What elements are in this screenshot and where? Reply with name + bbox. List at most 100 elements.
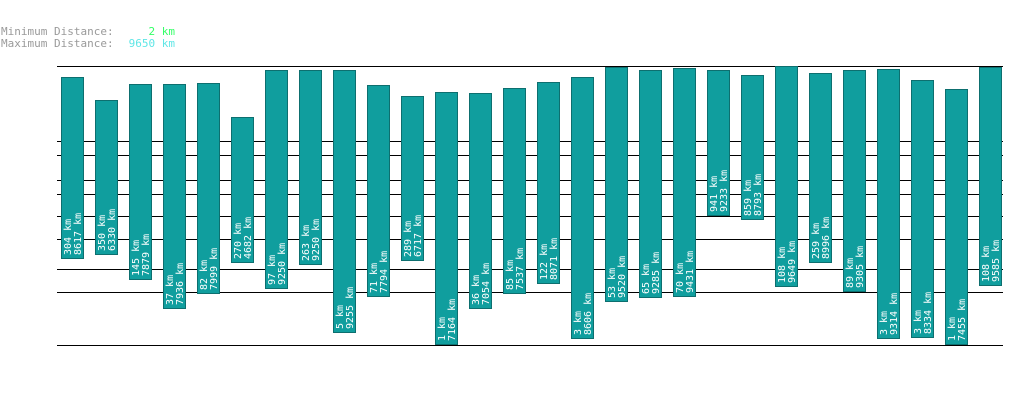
bar-min-label: 1 km — [437, 317, 448, 341]
bar-min-label: 85 km — [505, 260, 516, 290]
distance-bar — [163, 84, 186, 309]
distance-bar — [911, 80, 934, 338]
distance-stats: Minimum Distance: 2 km Maximum Distance:… — [1, 26, 175, 50]
bar-group: 82 km 7999 km — [197, 83, 220, 294]
bar-min-label: 70 km — [675, 263, 686, 293]
bar-max-label: 4682 km — [243, 217, 254, 259]
distance-bar — [809, 73, 832, 263]
bar-min-label: 941 km — [709, 176, 720, 212]
bar-min-label: 122 km — [539, 244, 550, 280]
bar-group: 108 km 9585 km — [979, 67, 1002, 286]
bar-min-label: 82 km — [199, 260, 210, 290]
bar-min-label: 270 km — [233, 223, 244, 259]
bar-group: 3 km 9314 km — [877, 69, 900, 339]
bar-min-label: 289 km — [403, 221, 414, 257]
bar-max-label: 7794 km — [379, 251, 390, 293]
bar-max-label: 9314 km — [889, 293, 900, 335]
bar-min-label: 263 km — [301, 225, 312, 261]
bar-group: 3 km 8334 km — [911, 80, 934, 338]
bar-max-label: 7879 km — [141, 234, 152, 276]
bar-max-label: 9649 km — [787, 241, 798, 283]
bar-min-label: 350 km — [97, 215, 108, 251]
bar-max-label: 9305 km — [855, 246, 866, 288]
bar-min-label: 37 km — [165, 275, 176, 305]
bar-max-label: 9250 km — [311, 219, 322, 261]
bar-max-label: 8617 km — [73, 213, 84, 255]
bar-group: 71 km 7794 km — [367, 85, 390, 297]
bar-group: 263 km 9250 km — [299, 70, 322, 265]
distance-bar — [265, 70, 288, 289]
min-distance-label: Minimum Distance: — [1, 25, 114, 38]
distance-bar — [367, 85, 390, 297]
max-distance-label: Maximum Distance: — [1, 37, 114, 50]
bar-max-label: 9255 km — [345, 287, 356, 329]
bar-group: 53 km 9520 km — [605, 67, 628, 302]
bar-max-label: 7455 km — [957, 299, 968, 341]
bar-group: 145 km 7879 km — [129, 84, 152, 280]
distance-bar — [979, 67, 1002, 286]
bar-group: 3 km 8606 km — [571, 77, 594, 339]
bar-group: 37 km 7936 km — [163, 84, 186, 309]
bar-min-label: 89 km — [845, 258, 856, 288]
distance-bar — [945, 89, 968, 345]
bar-group: 350 km 6330 km — [95, 100, 118, 255]
distance-bar — [741, 75, 764, 220]
distance-bar — [775, 66, 798, 287]
distance-bar — [469, 93, 492, 309]
min-distance-row: Minimum Distance: 2 km — [1, 26, 175, 38]
bar-min-label: 1 km — [947, 317, 958, 341]
distance-bar — [571, 77, 594, 339]
max-distance-value: 9650 km — [128, 37, 175, 50]
bar-max-label: 9431 km — [685, 251, 696, 293]
distance-bar — [231, 117, 254, 263]
distance-bar — [401, 96, 424, 261]
bar-group: 1 km 7455 km — [945, 89, 968, 345]
max-distance-row: Maximum Distance: 9650 km — [1, 38, 175, 50]
bar-max-label: 9520 km — [617, 256, 628, 298]
distance-bar — [61, 77, 84, 259]
bar-max-label: 7936 km — [175, 263, 186, 305]
distance-bar — [299, 70, 322, 265]
bar-max-label: 6717 km — [413, 215, 424, 257]
bar-max-label: 8793 km — [753, 174, 764, 216]
bar-group: 70 km 9431 km — [673, 68, 696, 297]
bar-min-label: 108 km — [981, 246, 992, 282]
bar-group: 97 km 9250 km — [265, 70, 288, 289]
bar-min-label: 145 km — [131, 240, 142, 276]
bar-max-label: 7054 km — [481, 263, 492, 305]
bar-min-label: 5 km — [335, 305, 346, 329]
distance-bar — [537, 82, 560, 284]
bar-min-label: 859 km — [743, 180, 754, 216]
bar-max-label: 6330 km — [107, 209, 118, 251]
bar-group: 304 km 8617 km — [61, 77, 84, 259]
bar-min-label: 3 km — [573, 311, 584, 335]
bar-group: 270 km 4682 km — [231, 117, 254, 263]
bar-group: 259 km 8996 km — [809, 73, 832, 263]
bar-max-label: 8334 km — [923, 292, 934, 334]
distance-bar — [129, 84, 152, 280]
bar-group: 65 km 9285 km — [639, 70, 662, 298]
distance-bar — [877, 69, 900, 339]
bar-max-label: 8071 km — [549, 238, 560, 280]
distance-bar — [707, 70, 730, 216]
bar-max-label: 9250 km — [277, 243, 288, 285]
bar-group: 5 km 9255 km — [333, 70, 356, 333]
bar-min-label: 36 km — [471, 275, 482, 305]
min-distance-value: 2 km — [148, 25, 176, 38]
bar-group: 108 km 9649 km — [775, 66, 798, 287]
bar-group: 85 km 7537 km — [503, 88, 526, 294]
distance-bar — [673, 68, 696, 297]
bar-max-label: 9285 km — [651, 252, 662, 294]
bar-group: 859 km 8793 km — [741, 75, 764, 220]
bar-group: 36 km 7054 km — [469, 93, 492, 309]
bar-min-label: 259 km — [811, 223, 822, 259]
bar-group: 122 km 8071 km — [537, 82, 560, 284]
bar-max-label: 9585 km — [991, 240, 1002, 282]
distance-bar — [843, 70, 866, 292]
bar-min-label: 3 km — [913, 310, 924, 334]
bar-min-label: 97 km — [267, 255, 278, 285]
bar-group: 89 km 9305 km — [843, 70, 866, 292]
distance-bar — [333, 70, 356, 333]
distance-bar — [503, 88, 526, 294]
